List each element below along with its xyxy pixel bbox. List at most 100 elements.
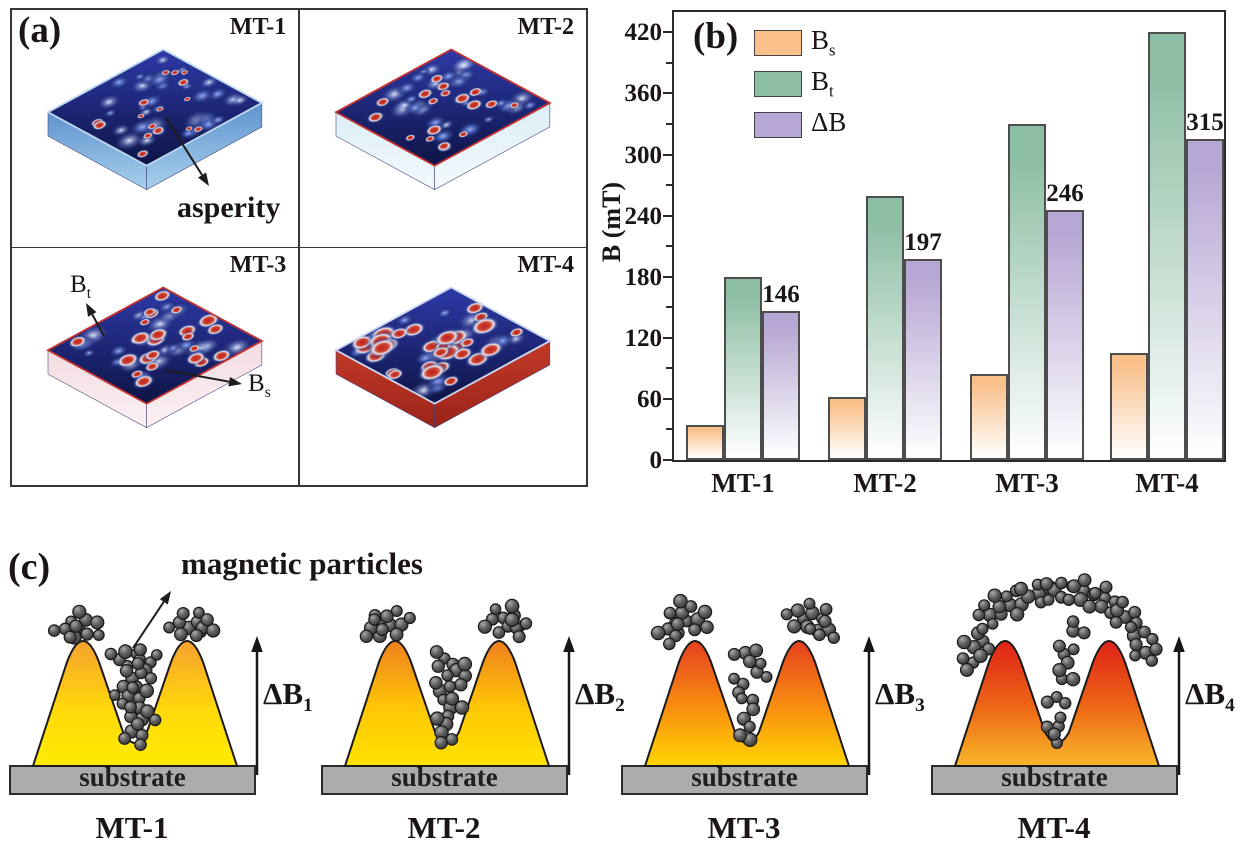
delta-b1-label: ΔB1 xyxy=(263,676,313,717)
y-major-tick xyxy=(663,336,672,339)
bar-Bt-MT-4 xyxy=(1148,32,1186,460)
caption-mt3: MT-3 xyxy=(707,810,781,845)
schematic-mt2: substrate ΔB2 MT-2 xyxy=(317,570,627,857)
magnetic-particles xyxy=(956,573,1163,750)
bar-Bs-MT-2 xyxy=(828,396,866,460)
y-major-tick xyxy=(663,92,672,95)
y-tick-label: 360 xyxy=(624,80,663,108)
y-minor-tick xyxy=(666,306,672,309)
bar-ΔB-MT-2 xyxy=(904,259,942,460)
magnetic-particles-annotation: magnetic particles xyxy=(181,546,423,581)
caption-mt1: MT-1 xyxy=(95,810,169,845)
bar-chart-plot: (b) Bs Bt ΔB 0 60 120 180 240 300 360 420 146 MT-… xyxy=(625,10,1226,498)
y-major-tick xyxy=(663,275,672,278)
asperity-schematic-mt2 xyxy=(321,598,575,795)
magnetic-particles xyxy=(650,593,840,747)
magnetic-particles xyxy=(359,598,533,750)
asperity-schematic-mt3 xyxy=(621,593,875,795)
legend-label-bt: Bt xyxy=(811,66,834,101)
panel-a-tile-mt3: MT-3 xyxy=(12,248,299,485)
y-major-tick xyxy=(663,397,672,400)
substrate-bar xyxy=(9,765,256,795)
x-tick-label-MT-2: MT-2 xyxy=(853,468,917,498)
x-tick-label-MT-4: MT-4 xyxy=(1135,468,1199,498)
magnetic-particles xyxy=(47,604,221,751)
delta-b3-label: ΔB3 xyxy=(875,676,925,717)
caption-mt2: MT-2 xyxy=(407,810,481,845)
legend-swatch-bt xyxy=(754,71,802,98)
y-minor-tick xyxy=(666,61,672,64)
bar-Bt-MT-2 xyxy=(866,196,904,460)
bar-Bs-MT-1 xyxy=(686,425,724,460)
legend-swatch-db xyxy=(754,112,802,139)
y-minor-tick xyxy=(666,428,672,431)
chart-legend: Bs Bt ΔB xyxy=(754,27,846,150)
y-minor-tick xyxy=(666,245,672,248)
y-minor-tick xyxy=(666,367,672,370)
delta-b4-label: ΔB4 xyxy=(1185,676,1235,717)
bar-ΔB-MT-3 xyxy=(1046,209,1084,460)
surface-topography-mt4 xyxy=(333,286,552,429)
bs-annotation: Bs xyxy=(248,370,271,401)
y-minor-tick xyxy=(666,123,672,125)
bar-Bt-MT-1 xyxy=(724,276,762,460)
schematic-mt4: substrate ΔB4 MT-4 xyxy=(927,570,1237,857)
substrate-label: substrate xyxy=(691,762,798,792)
bar-Bs-MT-4 xyxy=(1110,353,1148,460)
substrate-label: substrate xyxy=(391,762,498,792)
bar-Bt-MT-3 xyxy=(1008,124,1046,460)
y-tick-label: 60 xyxy=(637,385,662,413)
panel-a-tile-mt1: MT-1 xyxy=(12,10,299,247)
x-tick-label-MT-3: MT-3 xyxy=(995,468,1059,498)
legend-item-bt: Bt xyxy=(754,68,846,100)
delta-b-arrowhead xyxy=(251,636,263,652)
substrate-label: substrate xyxy=(1001,762,1108,792)
panel-a-grid: MT-1 MT-2 xyxy=(12,10,586,485)
surface-topography-mt1 xyxy=(46,48,264,191)
delta-b2-label: ΔB2 xyxy=(575,676,625,717)
y-axis-title: B (mT) xyxy=(597,181,626,263)
substrate-bar xyxy=(321,765,568,795)
bar-ΔB-MT-4 xyxy=(1186,139,1224,460)
asperity-schematic-mt1 xyxy=(9,604,263,795)
panel-a-tile-mt2: MT-2 xyxy=(299,10,586,247)
surface-topography-mt3 xyxy=(46,286,264,429)
panel-c-label: (c) xyxy=(8,546,51,588)
panel-b-label: (b) xyxy=(693,16,739,57)
tile-label-mt2: MT-2 xyxy=(517,14,574,40)
y-tick-label: 120 xyxy=(624,324,663,352)
substrate-bar xyxy=(621,765,868,795)
tile-label-mt1: MT-1 xyxy=(229,14,287,40)
y-major-tick xyxy=(663,153,672,156)
bar-Bs-MT-3 xyxy=(970,374,1008,460)
asperity-annotation: asperity xyxy=(177,191,281,224)
y-tick-label: 240 xyxy=(624,202,663,230)
substrate-label: substrate xyxy=(79,762,186,792)
schematic-mt1: substrate ΔB1 MT-1 xyxy=(5,570,315,857)
legend-item-bs: Bs xyxy=(754,27,846,59)
y-tick-label: 420 xyxy=(624,19,663,47)
caption-mt4: MT-4 xyxy=(1017,810,1091,845)
legend-swatch-bs xyxy=(754,30,802,57)
y-major-tick xyxy=(663,459,672,461)
panel-a: MT-1 MT-2 xyxy=(10,8,588,487)
panel-a-label: (a) xyxy=(18,10,62,51)
x-tick-label-MT-1: MT-1 xyxy=(711,468,775,498)
y-major-tick xyxy=(663,31,672,34)
y-tick-label: 300 xyxy=(624,141,663,169)
substrate-bar xyxy=(931,765,1178,795)
bt-annotation: Bt xyxy=(70,271,91,302)
y-tick-label: 0 xyxy=(649,447,663,474)
panel-a-tile-mt4: MT-4 xyxy=(299,248,586,485)
value-label-MT-1: 146 xyxy=(762,281,800,309)
surface-topography-mt2 xyxy=(333,48,552,191)
y-major-tick xyxy=(663,214,672,217)
legend-label-bs: Bs xyxy=(811,25,836,60)
legend-label-db: ΔB xyxy=(811,107,847,138)
value-label-MT-2: 197 xyxy=(904,229,942,257)
asperity-schematic-mt4 xyxy=(931,573,1185,795)
delta-b-arrowhead xyxy=(1173,636,1185,652)
value-label-MT-4: 315 xyxy=(1186,109,1224,137)
y-minor-tick xyxy=(666,184,672,187)
